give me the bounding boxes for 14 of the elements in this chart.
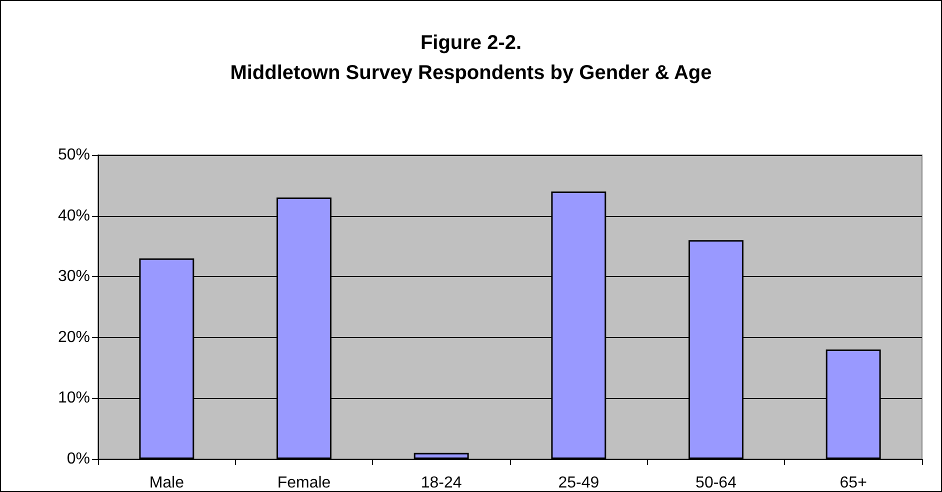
y-tick-label: 40% [58, 207, 90, 224]
y-tick-label: 0% [66, 450, 90, 468]
x-tick-label: Male [149, 474, 184, 492]
x-tick-label: 18-24 [420, 474, 462, 492]
x-tick-label: Female [277, 474, 331, 492]
y-tick-label: 30% [58, 268, 90, 286]
y-tick-label: 50% [58, 146, 90, 164]
y-tick-label: 10% [58, 390, 90, 407]
x-tick-label: 25-49 [558, 474, 600, 492]
chart-title: Figure 2-2. Middletown Survey Respondents by Gender & Age [230, 32, 712, 84]
x-tick-label: 65+ [840, 474, 867, 492]
y-tick-label: 20% [58, 328, 90, 346]
x-tick-label: 50-64 [696, 474, 737, 492]
bar [414, 452, 469, 459]
